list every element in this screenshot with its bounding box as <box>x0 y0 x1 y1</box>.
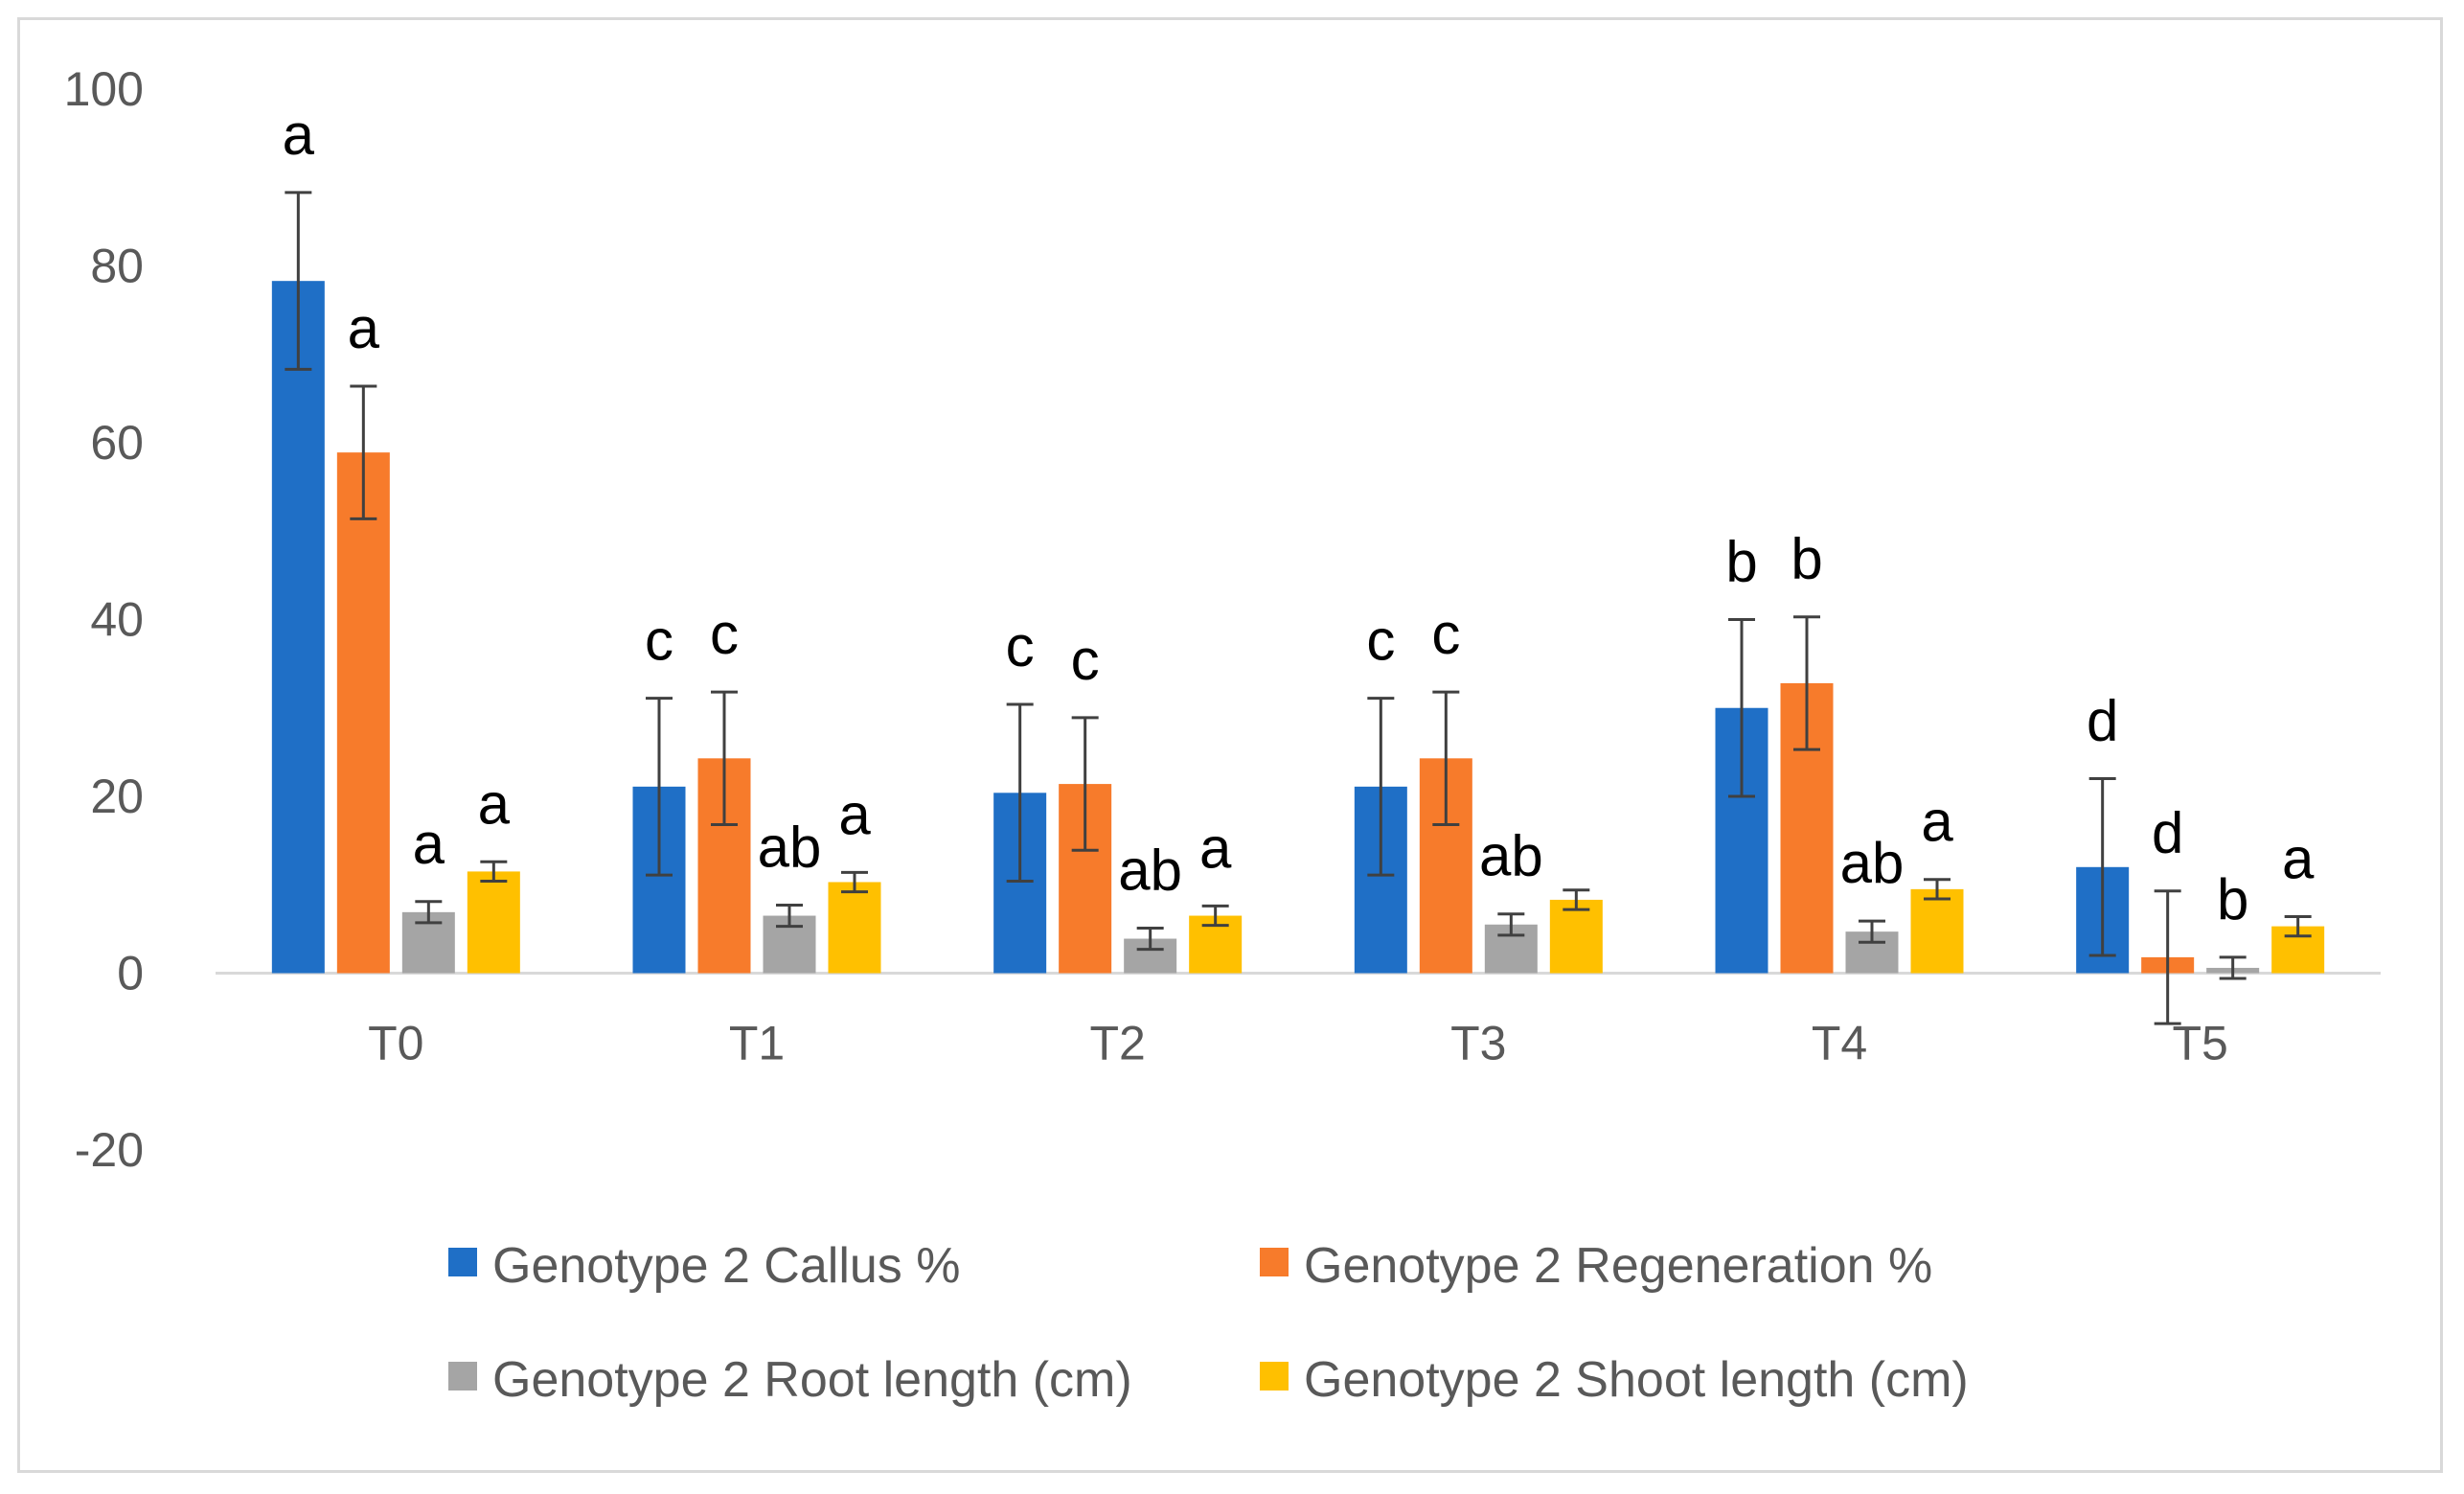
legend-swatch <box>1260 1248 1289 1276</box>
significance-letter: a <box>838 782 871 846</box>
significance-letter: d <box>2087 689 2118 753</box>
significance-letter: a <box>478 771 511 836</box>
significance-letter: ab <box>1118 838 1182 902</box>
x-tick-label: T3 <box>1450 1017 1506 1070</box>
x-tick-label: T0 <box>368 1017 423 1070</box>
x-axis: T0 T1 T2 T3 T4 T5 <box>216 972 2381 1070</box>
bar <box>1549 899 1603 974</box>
significance-letter: ab <box>1479 824 1543 888</box>
significance-letter: a <box>1921 790 1953 854</box>
significance-letter: c <box>645 609 673 673</box>
y-tick-label: 0 <box>117 947 144 1000</box>
y-tick-label: 40 <box>90 593 144 647</box>
significance-letter: a <box>1199 816 1232 880</box>
significance-letter: a <box>283 103 315 167</box>
legend-label: Genotype 2 Shoot length (cm) <box>1304 1352 1969 1408</box>
significance-letter: ab <box>1840 831 1905 895</box>
bar <box>467 871 520 974</box>
significance-letter: a <box>413 812 445 876</box>
legend-label: Genotype 2 Callus % <box>492 1238 961 1294</box>
bars <box>271 281 2325 974</box>
bar <box>1910 888 1964 974</box>
bar <box>271 281 325 974</box>
y-tick-label: 20 <box>90 770 144 823</box>
y-tick-label: 60 <box>90 416 144 470</box>
chart-frame <box>17 17 2443 1473</box>
significance-letter: d <box>2152 801 2183 865</box>
legend-swatch <box>448 1362 477 1391</box>
significance-letter: a <box>348 296 380 360</box>
significance-letter: c <box>710 602 739 666</box>
bar <box>336 452 390 974</box>
significance-letter: c <box>1366 609 1395 673</box>
significance-letter: c <box>1006 614 1035 678</box>
x-tick-label: T5 <box>2172 1017 2227 1070</box>
significance-letter: a <box>2282 826 2315 890</box>
x-tick-label: T1 <box>729 1017 785 1070</box>
y-tick-label: 80 <box>90 240 144 293</box>
legend-label: Genotype 2 Regeneration % <box>1304 1238 1932 1294</box>
error-bars <box>285 191 2312 1025</box>
legend-swatch <box>448 1248 477 1276</box>
significance-letter: b <box>2217 867 2248 931</box>
x-tick-label: T4 <box>1812 1017 1867 1070</box>
legend-label: Genotype 2 Root length (cm) <box>492 1352 1132 1408</box>
significance-letter: b <box>1791 527 1822 591</box>
legend: Genotype 2 Callus % Genotype 2 Regenerati… <box>448 1238 1969 1408</box>
y-axis: -20 0 20 40 60 80 100 <box>64 62 144 1177</box>
y-tick-label: -20 <box>75 1123 144 1177</box>
x-tick-label: T2 <box>1089 1017 1145 1070</box>
significance-letter: b <box>1725 530 1757 594</box>
significance-letter: c <box>1431 602 1460 666</box>
legend-swatch <box>1260 1362 1289 1391</box>
bar <box>828 882 881 974</box>
y-tick-label: 100 <box>64 62 144 116</box>
significance-letter: ab <box>758 815 822 879</box>
significance-letter: c <box>1071 628 1100 692</box>
